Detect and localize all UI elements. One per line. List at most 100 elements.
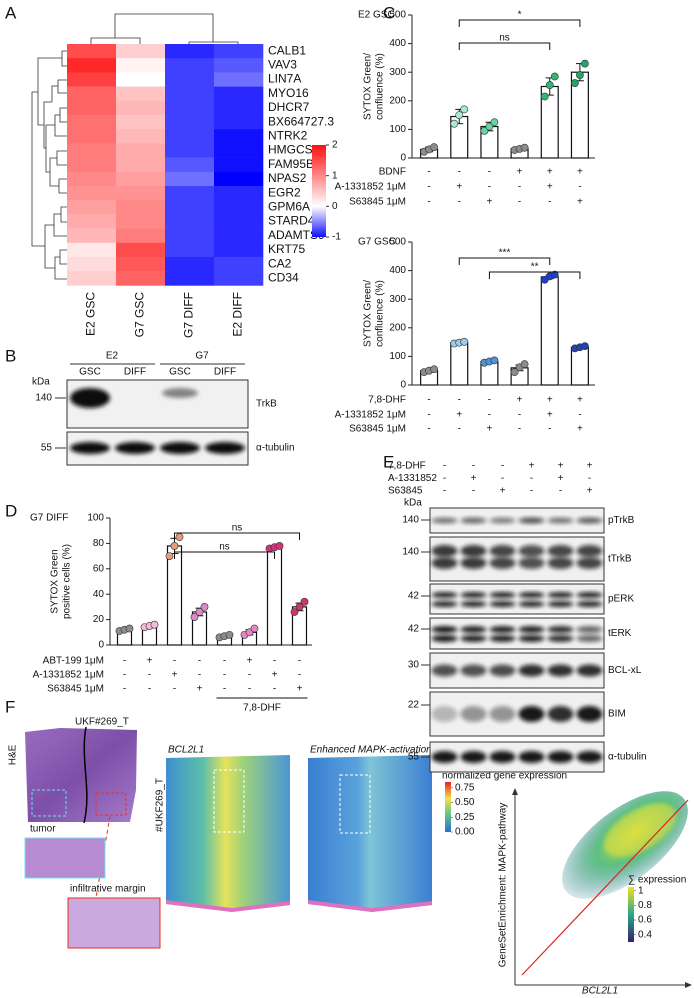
data-point [510,368,519,377]
band [576,557,603,569]
legend-title: ∑ expression [628,875,686,886]
band [431,751,458,763]
data-point [200,603,209,611]
band [489,517,516,524]
band [431,601,458,607]
treatment-sign: + [558,473,564,484]
data-point [480,126,489,135]
treatment-sign: + [500,486,506,497]
column-label: G7 DIFF [182,292,196,338]
data-point [125,624,134,633]
y-tick-label: 0 [400,380,406,391]
group-label: G7 [195,351,209,362]
heatmap-cell [214,171,264,187]
colorbar [312,145,326,237]
heatmap-cell [67,58,117,73]
band [489,751,516,763]
heatmap-cell [67,86,117,102]
treatment-sign: - [588,473,591,484]
band [518,635,545,642]
gene-label: FAM95B1 [268,157,321,171]
treatment-sign: + [577,424,583,435]
treatment-sign: + [547,167,553,178]
band [518,557,545,569]
data-point [225,630,234,639]
treatment-label: BDNF [379,167,406,178]
band [547,751,574,763]
chart-title: G7 GSC [358,237,396,248]
treatment-sign: - [458,167,461,178]
y-axis-label: confluence (%) [375,280,386,347]
protein-label: tERK [608,628,632,639]
heatmap-cell [214,257,264,272]
band [547,557,574,569]
data-point [450,119,459,128]
data-point [571,79,579,87]
gene-label: CA2 [268,256,292,270]
treatment-label: S63845 1μM [47,684,104,695]
bar [266,546,283,646]
treatment-sign: - [173,656,176,667]
treatment-sign: - [518,197,521,208]
colorbar-label: 0 [332,201,338,212]
treatment-label: S63845 1μM [349,424,406,435]
band [115,442,155,454]
kda-label: 42 [408,591,420,602]
band [547,664,574,677]
treatment-sign: - [223,670,226,681]
data-point [460,105,469,114]
significance-bracket [458,257,551,265]
heatmap-cell [214,186,264,201]
column-label: G7 GSC [133,292,147,338]
treatment-label: S63845 [388,486,423,497]
protein-label: pTrkB [608,515,635,526]
treatment-sign: + [529,461,535,472]
blot-frame [429,583,605,615]
treatment-label: 7,8-DHF [388,461,426,472]
treatment-sign: - [472,486,475,497]
heatmap-cell [67,157,117,173]
heatmap-cell [214,129,264,144]
heatmap-cell [67,200,117,215]
roi [213,769,245,833]
heatmap-cell [116,129,166,144]
kda-label: 140 [402,547,419,558]
kda-label: 140 [35,393,52,404]
significance-label: ns [499,33,510,44]
y-tick-label: 80 [93,538,105,549]
panel-f: UKF#269_T H&E tumor infiltrative margin … [8,717,692,997]
heatmap-cell [67,271,117,286]
heatmap-cell [116,200,166,215]
scatter-core [603,803,677,857]
band [460,626,487,633]
treatment-label: A-1331852 1μM [335,410,406,421]
panel-label: A [5,3,17,22]
treatment-sign: - [458,197,461,208]
treatment-sign: - [248,684,251,695]
data-point [550,72,559,81]
treatment-sign: - [548,197,551,208]
gene-label: LIN7A [268,72,301,86]
treatment-sign: - [518,410,521,421]
heatmap-cell [116,100,166,116]
dendrogram [31,13,239,280]
legend-title: normalized gene expression [442,771,567,782]
heatmap-cell [67,171,117,187]
treatment-sign: + [517,395,523,406]
treatment-sign: - [427,410,430,421]
heatmap-cell [116,228,166,244]
band [489,545,516,557]
band [460,557,487,569]
heatmap-cell [214,143,264,158]
roi [95,792,127,816]
treatment-sign: - [488,182,491,193]
band [518,545,545,557]
protein-label: tTrkB [608,554,632,565]
lane-label: DIFF [214,367,236,378]
y-tick-label: 500 [389,10,406,21]
gene-label: STARD4 [268,214,315,228]
significance-bracket [174,551,275,559]
treatment-sign: - [248,670,251,681]
gene-label: CALB1 [268,43,306,57]
treatment-sign: - [198,670,201,681]
